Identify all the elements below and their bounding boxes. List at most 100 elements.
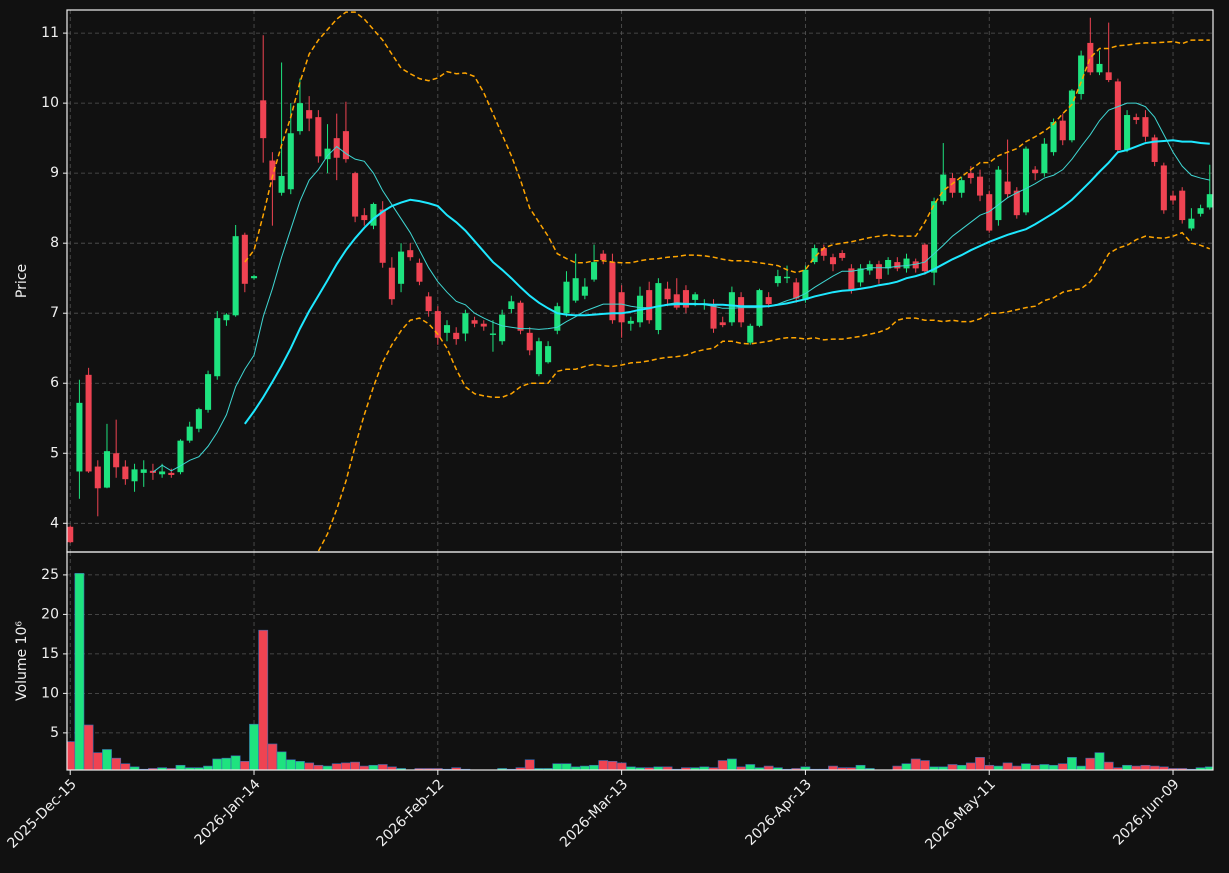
candle-body <box>572 278 579 301</box>
candle-body <box>398 251 405 284</box>
candle-body <box>168 472 175 475</box>
y-tick-label: 5 <box>50 445 59 461</box>
volume-bar <box>249 723 259 770</box>
candle-body <box>535 341 542 375</box>
candle-body <box>480 323 487 327</box>
candle-body <box>1151 137 1158 162</box>
candle-body <box>205 374 212 410</box>
volume-bar <box>175 764 186 770</box>
volume-bar <box>331 763 342 770</box>
candle-body <box>306 110 313 119</box>
y-tick-label: 4 <box>50 515 59 531</box>
candle-body <box>214 318 221 377</box>
candle-body <box>526 332 533 351</box>
candle-body <box>260 100 267 139</box>
volume-bar <box>350 761 361 770</box>
volume-bar <box>230 755 241 770</box>
volume-bar <box>1122 764 1132 770</box>
candle-body <box>875 264 882 279</box>
candle-body <box>738 297 745 323</box>
candle-body <box>159 471 166 475</box>
candle-body <box>333 138 340 158</box>
candle-body <box>1160 165 1167 211</box>
y-tick-label: 11 <box>41 25 59 41</box>
candle-body <box>1041 143 1048 174</box>
volume-bar <box>956 764 967 770</box>
volume-bar <box>377 764 388 770</box>
volume-bar <box>1021 763 1031 770</box>
candle-body <box>1004 181 1011 195</box>
candle-body <box>646 290 653 321</box>
candle-body <box>1013 190 1020 216</box>
panel-frame <box>66 551 1214 771</box>
candle-body <box>885 259 892 269</box>
candle-body <box>471 320 478 324</box>
volume-bar <box>616 762 627 770</box>
candle-body <box>1142 117 1149 137</box>
candle-body <box>1124 115 1131 151</box>
candle-body <box>517 302 524 331</box>
x-tick-label: 2026-Mar-13 <box>557 776 631 850</box>
indicator-line <box>244 11 1210 274</box>
candle-body <box>425 296 432 312</box>
candle-body <box>719 322 726 326</box>
candle-body <box>829 257 837 265</box>
candle-body <box>545 346 552 363</box>
x-tick-label: 2026-May-11 <box>922 776 999 853</box>
volume-bar <box>295 761 305 770</box>
volume-bar <box>745 764 756 770</box>
candle-body <box>747 325 754 343</box>
candle-body <box>296 103 304 132</box>
volume-bar <box>1140 764 1151 770</box>
x-tick-label: 2026-Jun-09 <box>1110 776 1182 848</box>
candle-body <box>94 466 101 489</box>
candle-body <box>1022 148 1030 213</box>
candle-body <box>315 117 322 157</box>
volume-bar <box>975 757 985 770</box>
candle-body <box>728 292 735 323</box>
candle-body <box>324 148 331 160</box>
volume-bar <box>102 749 112 770</box>
candle-body <box>1087 42 1094 73</box>
volume-bar <box>965 762 976 770</box>
candle-body <box>223 314 230 321</box>
candle-body <box>122 466 129 480</box>
volume-axis-label: Volume 10⁶ <box>14 621 30 701</box>
candle-body <box>940 174 947 202</box>
y-tick-label: 8 <box>50 235 59 251</box>
volume-bar <box>111 757 122 770</box>
volume-bar <box>267 743 278 770</box>
candle-body <box>388 267 395 300</box>
candle-body <box>1197 208 1204 214</box>
x-tick-label: 2026-Jan-14 <box>192 776 264 848</box>
volume-bar <box>717 760 728 770</box>
candle-body <box>1059 120 1066 141</box>
volume-bar <box>910 758 921 770</box>
volume-bar <box>1057 763 1068 770</box>
volume-bar <box>984 764 995 770</box>
volume-bar <box>901 763 912 770</box>
candle-body <box>894 262 901 269</box>
volume-bar <box>524 759 535 770</box>
candle-body <box>269 160 276 181</box>
candle-body <box>131 469 138 482</box>
candle-body <box>103 451 111 488</box>
candle-body <box>287 133 294 190</box>
candle-body <box>554 306 561 331</box>
candle-body <box>1050 122 1057 153</box>
volume-bar <box>855 764 866 770</box>
candle-body <box>342 131 349 160</box>
candle-body <box>976 176 984 196</box>
candle-body <box>967 173 974 179</box>
y-tick-label: 15 <box>41 646 59 662</box>
candle-body <box>958 180 965 193</box>
volume-bar <box>1094 752 1105 770</box>
candle-body <box>563 281 570 314</box>
volume-bar <box>221 757 232 770</box>
x-tick-label: 2026-Feb-12 <box>374 776 448 850</box>
candle-body <box>1078 55 1085 95</box>
candle-body <box>379 209 386 263</box>
candle-body <box>802 269 809 300</box>
volume-bar <box>83 724 94 770</box>
x-tick-label: 2026-Apr-13 <box>743 776 816 849</box>
